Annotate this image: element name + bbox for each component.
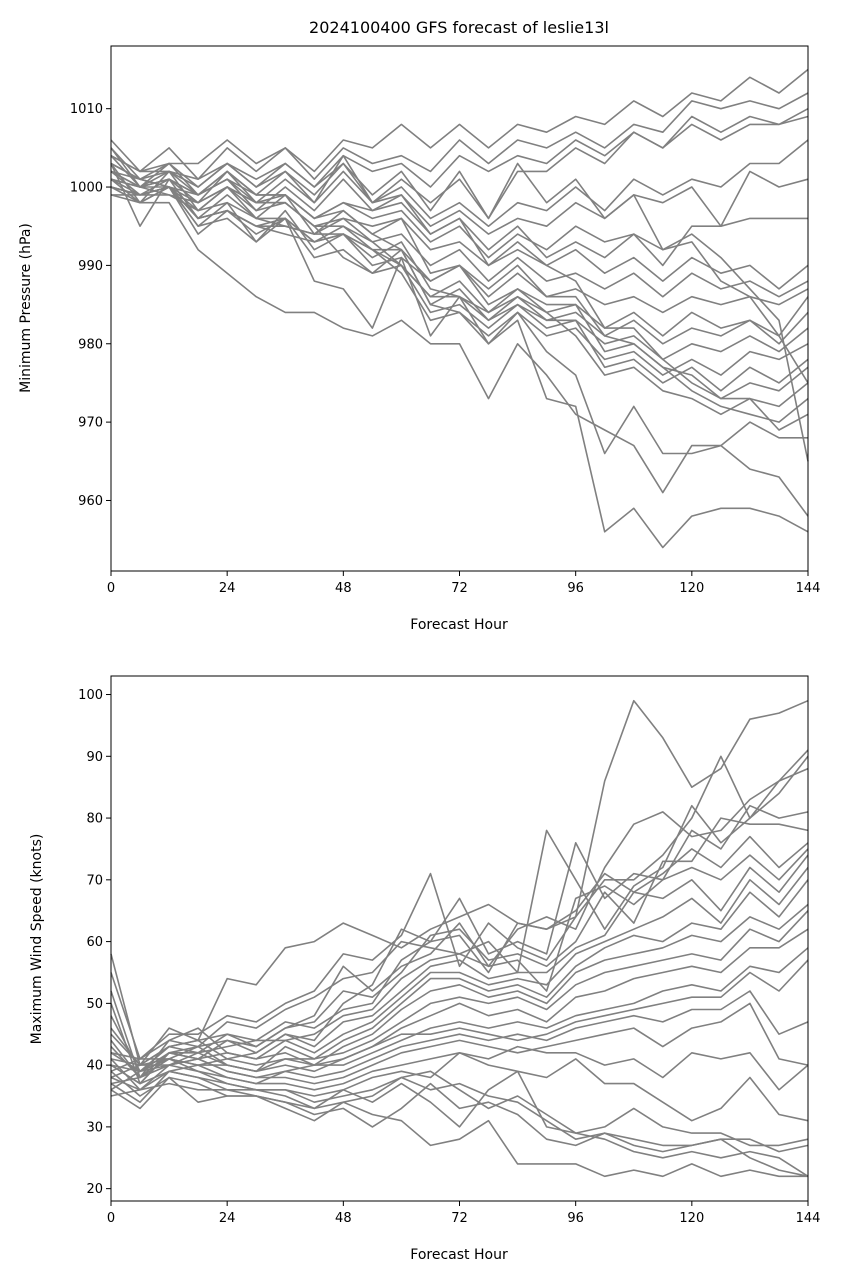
wind-series-line-18 — [110, 1002, 809, 1085]
pressure-x-tick-label: 24 — [219, 581, 236, 596]
wind-series-line-2 — [110, 749, 809, 1060]
wind-series-line-1 — [110, 699, 809, 1066]
pressure-series-line-10 — [110, 178, 809, 314]
wind-x-axis-label: Forecast Hour — [410, 1247, 508, 1263]
wind-y-tick-label: 80 — [86, 812, 103, 827]
pressure-series-line-8 — [110, 163, 809, 290]
wind-y-tick-label: 90 — [86, 750, 103, 765]
wind-x-tick-label: 24 — [219, 1211, 236, 1226]
wind-panel: 0 24 48 72 96 120 144 20 30 40 50 60 70 80 90 100 Fore… — [29, 675, 821, 1263]
pressure-x-axis-label: Forecast Hour — [410, 617, 508, 633]
wind-y-tick-label: 30 — [86, 1120, 103, 1135]
pressure-series-line-24 — [110, 154, 809, 384]
pressure-series-line-15 — [110, 162, 809, 392]
pressure-series-line-22 — [110, 170, 809, 517]
pressure-y-tick-label: 970 — [78, 416, 103, 431]
wind-y-tick-label: 40 — [86, 1059, 103, 1074]
wind-y-ticks: 20 30 40 50 60 70 80 90 100 — [78, 688, 111, 1197]
wind-x-tick-label: 144 — [796, 1211, 821, 1226]
pressure-y-tick-label: 1010 — [70, 102, 103, 117]
wind-series-group — [110, 699, 809, 1178]
wind-x-ticks: 0 24 48 72 96 120 144 — [107, 1201, 821, 1226]
pressure-y-tick-label: 960 — [78, 494, 103, 509]
pressure-y-tick-label: 990 — [78, 259, 103, 274]
wind-y-tick-label: 50 — [86, 997, 103, 1012]
pressure-x-tick-label: 48 — [335, 581, 352, 596]
pressure-x-tick-label: 72 — [451, 581, 468, 596]
pressure-series-line-1 — [110, 68, 809, 173]
pressure-series-line-19 — [110, 186, 809, 431]
pressure-x-tick-label: 120 — [679, 581, 704, 596]
wind-y-tick-label: 70 — [86, 873, 103, 888]
pressure-x-tick-label: 144 — [796, 581, 821, 596]
wind-y-axis-label: Maximum Wind Speed (knots) — [29, 834, 45, 1045]
wind-axes-frame — [110, 675, 809, 1202]
wind-y-tick-label: 100 — [78, 688, 103, 703]
pressure-y-axis-label: Minimum Pressure (hPa) — [18, 223, 34, 393]
pressure-axes-frame — [110, 45, 809, 572]
pressure-x-tick-label: 0 — [107, 581, 115, 596]
pressure-y-tick-label: 980 — [78, 337, 103, 352]
wind-x-tick-label: 72 — [451, 1211, 468, 1226]
wind-series-line-6 — [110, 817, 809, 1066]
wind-y-tick-label: 60 — [86, 935, 103, 950]
wind-series-line-12 — [110, 903, 809, 1079]
wind-series-line-24 — [110, 1076, 809, 1178]
chart-title: 2024100400 GFS forecast of leslie13l — [309, 18, 609, 37]
pressure-series-line-18 — [110, 186, 809, 423]
wind-x-tick-label: 96 — [567, 1211, 584, 1226]
wind-x-tick-label: 120 — [679, 1211, 704, 1226]
wind-x-tick-label: 0 — [107, 1211, 115, 1226]
wind-series-line-7 — [110, 835, 809, 1079]
pressure-series-line-20 — [110, 163, 808, 494]
pressure-panel: 2024100400 GFS forecast of leslie13l 0 24… — [18, 18, 820, 633]
pressure-y-tick-label: 1000 — [70, 181, 103, 196]
wind-y-tick-label: 20 — [86, 1182, 103, 1197]
pressure-x-tick-label: 96 — [567, 581, 584, 596]
wind-x-tick-label: 48 — [335, 1211, 352, 1226]
pressure-series-line-2 — [110, 92, 809, 180]
wind-series-line-13 — [110, 910, 809, 1085]
pressure-series-line-21 — [110, 170, 809, 549]
wind-series-line-10 — [110, 867, 809, 1073]
pressure-series-line-3 — [110, 107, 809, 188]
pressure-series-group — [110, 68, 809, 549]
pressure-series-line-9 — [110, 170, 809, 298]
wind-series-line-20 — [110, 1052, 809, 1122]
wind-series-line-25 — [110, 1070, 809, 1177]
wind-series-line-16 — [110, 959, 809, 1073]
pressure-x-ticks: 0 24 48 72 96 120 144 — [107, 571, 821, 596]
wind-series-line-21 — [110, 1070, 808, 1178]
pressure-y-ticks: 960 970 980 990 1000 1010 — [70, 102, 111, 509]
